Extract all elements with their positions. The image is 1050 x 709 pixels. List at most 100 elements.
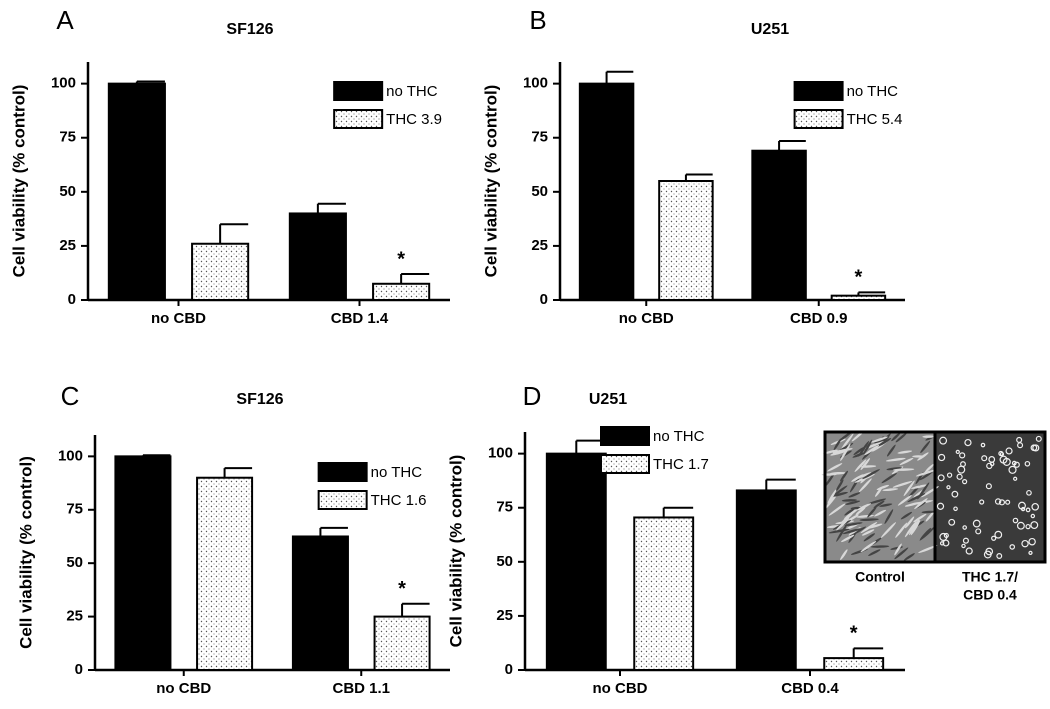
cell: [979, 499, 985, 505]
y-tick-label: 50: [496, 553, 513, 570]
significance-mark: *: [398, 578, 406, 600]
cell: [1032, 444, 1040, 452]
cell: [919, 470, 934, 481]
cell: [892, 468, 915, 471]
cell: [897, 450, 913, 454]
x-tick-label: CBD 0.9: [790, 310, 848, 327]
cell: [925, 511, 935, 522]
cell: [1017, 442, 1024, 449]
cell: [937, 453, 946, 462]
cell: [943, 532, 949, 539]
cell: [886, 467, 902, 471]
y-tick-label: 75: [496, 499, 513, 516]
bar: [658, 180, 714, 301]
cell: [861, 465, 877, 468]
cell: [972, 519, 981, 528]
panel: B U251 Cell viability (% control) 0 25 50 75 10…: [481, 5, 905, 327]
x-tick-label: CBD 0.4: [781, 680, 839, 697]
cell: [840, 549, 848, 560]
panel-letter: C: [61, 381, 80, 411]
cell: [864, 444, 880, 456]
cell: [848, 492, 861, 498]
y-tick-label: 75: [66, 501, 83, 518]
cell: [823, 449, 838, 455]
cell: [841, 513, 853, 524]
cell: [827, 463, 843, 472]
cell: [870, 545, 890, 548]
cell: [962, 537, 969, 544]
cell: [921, 510, 937, 514]
cell: [1021, 539, 1029, 548]
y-axis-label: Cell viability (% control): [446, 455, 465, 648]
cell: [876, 484, 890, 490]
cell: [900, 511, 913, 520]
cell: [1005, 499, 1011, 505]
cell: [998, 499, 1006, 506]
cell: [937, 474, 945, 482]
legend-swatch: [317, 462, 368, 482]
y-tick-label: 50: [531, 183, 548, 200]
panel: D U251 Cell viability (% control) 0 25 50 75 10…: [446, 381, 1047, 697]
cell: [988, 456, 996, 463]
cell: [922, 435, 936, 438]
legend-label: no THC: [653, 428, 705, 445]
cell: [845, 500, 861, 505]
bar: [373, 615, 431, 671]
cell: [828, 503, 846, 516]
cell: [936, 502, 945, 510]
bar: [196, 476, 254, 671]
y-tick-label: 25: [66, 608, 83, 625]
cell: [1028, 550, 1033, 555]
cell: [914, 498, 928, 510]
cell: [939, 541, 945, 546]
bar: [823, 657, 885, 671]
cell: [1030, 521, 1039, 530]
cell: [861, 529, 875, 536]
y-axis-label: Cell viability (% control): [9, 85, 28, 278]
panel: A SF126 Cell viability (% control) 0 25 50 75 1…: [9, 5, 450, 327]
cell: [858, 472, 872, 479]
y-tick-label: 0: [75, 661, 83, 678]
legend-label: no THC: [386, 83, 438, 100]
cell: [903, 480, 915, 497]
y-tick-label: 100: [523, 75, 548, 92]
cell: [863, 439, 873, 455]
cell: [836, 518, 850, 531]
y-tick-label: 25: [531, 237, 548, 254]
cell: [924, 463, 934, 473]
cell: [891, 432, 901, 442]
y-tick-label: 0: [505, 661, 513, 678]
bar: [545, 452, 607, 671]
cell: [903, 553, 915, 561]
cell: [991, 535, 997, 541]
cell: [867, 523, 883, 529]
inset-label: Control: [855, 569, 905, 585]
legend-swatch: [600, 426, 650, 446]
cell: [840, 470, 848, 482]
micrograph-inset: [821, 430, 1047, 564]
cell: [1026, 489, 1032, 496]
legend-swatch: [600, 454, 650, 474]
bar: [735, 489, 797, 671]
cell: [860, 522, 878, 534]
cell: [994, 530, 1003, 539]
cell: [985, 483, 992, 490]
cell: [874, 509, 887, 517]
cell: [863, 533, 876, 542]
cell: [880, 522, 896, 538]
cell: [960, 461, 966, 468]
y-tick-label: 75: [531, 129, 548, 146]
legend-label: THC 1.6: [371, 492, 427, 509]
cell: [876, 438, 892, 447]
cell: [961, 543, 966, 549]
cell: [1005, 447, 1013, 455]
cell: [953, 506, 958, 512]
cell: [841, 534, 855, 543]
bar: [288, 212, 347, 301]
x-tick-label: no CBD: [151, 310, 206, 327]
cell: [904, 521, 917, 538]
chart-title: U251: [589, 391, 627, 408]
panel-letter: A: [56, 5, 74, 35]
y-tick-label: 25: [496, 607, 513, 624]
cell: [855, 507, 866, 516]
